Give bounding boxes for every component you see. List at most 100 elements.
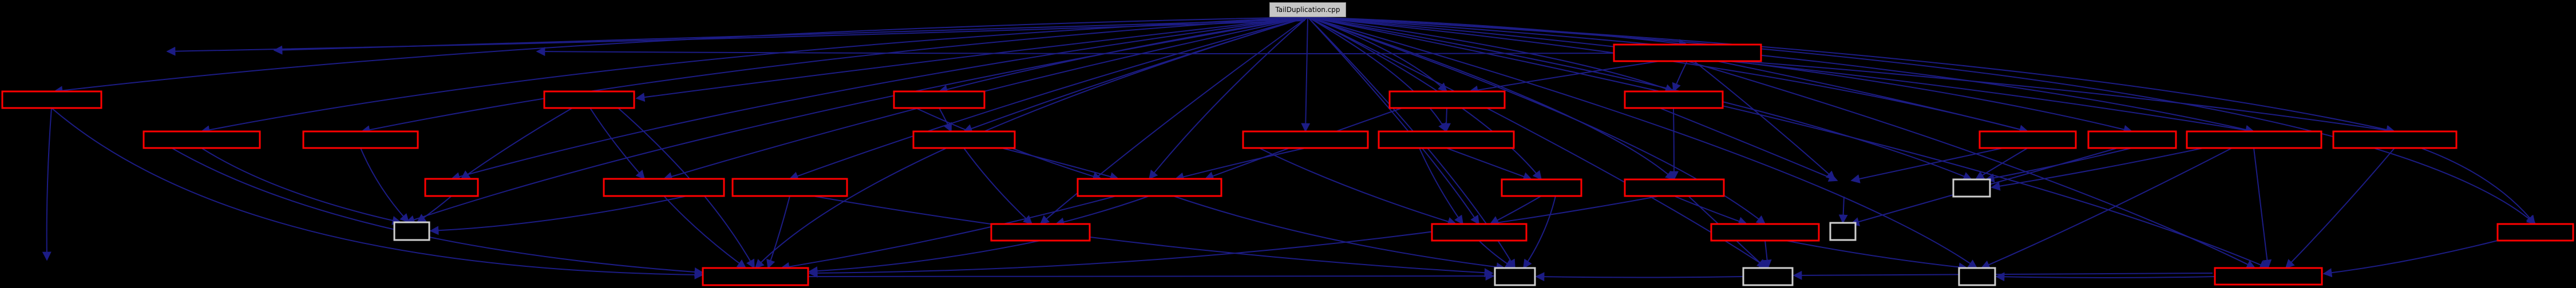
graph-edge	[1307, 17, 2269, 269]
graph-edge	[1838, 196, 1848, 224]
graph-edge	[42, 107, 52, 261]
graph-edge	[1659, 107, 1838, 182]
graph-edge	[1259, 147, 1457, 226]
graph-edge	[2285, 147, 2395, 269]
graph-edge	[812, 195, 1494, 278]
graph-edge	[1174, 147, 1306, 182]
graph-edge	[1669, 107, 1679, 181]
graph-edge	[808, 195, 1660, 278]
graph-node-w3[interactable]	[1829, 222, 1857, 241]
graph-edge	[939, 107, 952, 133]
graph-node-r16[interactable]	[424, 178, 479, 197]
graph-node-r3[interactable]	[893, 90, 986, 109]
graph-edge	[450, 17, 1308, 181]
graph-edge	[1523, 195, 1556, 269]
graph-edge	[429, 195, 687, 235]
graph-edge	[1974, 147, 2028, 180]
graph-edge	[1307, 17, 1447, 133]
graph-edge	[360, 147, 410, 223]
graph-edge	[1307, 17, 1766, 225]
graph-node-r9[interactable]	[912, 130, 1016, 149]
graph-node-r11[interactable]	[1378, 130, 1515, 149]
graph-edge	[2420, 147, 2535, 225]
graph-node-r23[interactable]	[1431, 223, 1528, 242]
graph-node-r14[interactable]	[2186, 130, 2322, 149]
graph-edge	[808, 271, 1495, 281]
graph-nodes-layer	[1, 43, 2574, 286]
graph-edge	[200, 17, 1308, 135]
graph-node-r4[interactable]	[1388, 90, 1506, 109]
graph-edge	[1442, 107, 1451, 133]
graph-node-r19[interactable]	[1077, 178, 1222, 197]
graph-edge	[2322, 240, 2498, 278]
graph-edge	[201, 147, 402, 225]
graph-edge	[663, 17, 1308, 181]
graph-node-w6[interactable]	[1958, 267, 1996, 286]
graph-node-r20[interactable]	[1501, 178, 1582, 197]
graph-edge	[51, 107, 704, 279]
graph-edge	[789, 17, 1308, 181]
graph-edge	[460, 107, 573, 179]
graph-edge	[405, 17, 1308, 225]
graph-edge	[1728, 61, 2255, 135]
graph-edge	[1055, 195, 1150, 227]
graph-node-r18[interactable]	[731, 178, 848, 197]
graph-edge	[1307, 17, 1978, 269]
graph-edge	[963, 147, 1033, 225]
graph-edge	[1001, 147, 1119, 181]
graph-node-r26[interactable]	[702, 267, 809, 286]
graph-node-r15[interactable]	[2332, 130, 2458, 149]
graph-node-r24[interactable]	[1710, 223, 1820, 242]
graph-edge	[589, 107, 646, 180]
graph-edge	[1307, 17, 2133, 134]
graph-edge	[1687, 61, 2256, 269]
graph-node-w4[interactable]	[1494, 267, 1536, 286]
graph-main-node[interactable]: TailDuplication.cpp	[1269, 2, 1346, 17]
graph-edge	[171, 147, 704, 277]
graph-edge	[53, 17, 1308, 95]
graph-edge	[1762, 240, 1772, 269]
graph-node-r12[interactable]	[1979, 130, 2077, 149]
graph-node-r5[interactable]	[1624, 90, 1724, 109]
graph-node-r27[interactable]	[2214, 267, 2323, 286]
graph-main-node-label: TailDuplication.cpp	[1275, 6, 1340, 14]
graph-edge	[1307, 17, 2396, 134]
graph-node-r10[interactable]	[1242, 130, 1369, 149]
graph-edge	[1307, 17, 2255, 134]
graph-edge	[1307, 17, 1688, 49]
graph-edge	[1995, 272, 2215, 282]
graph-edge	[1307, 17, 1479, 225]
graph-node-r22[interactable]	[990, 223, 1091, 242]
graph-edge	[1985, 147, 2132, 183]
graph-node-w5[interactable]	[1742, 267, 1794, 286]
graph-node-r1[interactable]	[1, 90, 102, 109]
graph-node-r2[interactable]	[543, 90, 635, 109]
graph-edge	[2253, 147, 2272, 269]
graph-edge	[1850, 147, 2004, 183]
graph-node-r17[interactable]	[603, 178, 725, 197]
graph-node-w1[interactable]	[393, 221, 430, 241]
graph-edges-layer	[42, 17, 2537, 282]
graph-edge	[635, 17, 1308, 102]
graph-edge	[1792, 270, 2213, 280]
graph-edge	[1419, 147, 1463, 225]
graph-node-r6[interactable]	[1613, 43, 1762, 62]
graph-edge	[1148, 17, 1308, 180]
graph-node-r21[interactable]	[1624, 178, 1725, 197]
graph-edge	[536, 47, 1615, 57]
graph-node-r13[interactable]	[2087, 130, 2177, 149]
graph-edge	[1039, 17, 1308, 225]
graph-node-r7[interactable]	[143, 130, 261, 149]
graph-edge	[1446, 147, 1533, 181]
graph-edge	[1173, 195, 1506, 272]
graph-edge	[1739, 61, 2396, 135]
graph-node-w2[interactable]	[1952, 178, 1991, 198]
graph-edge	[1672, 61, 1688, 93]
graph-edge	[1535, 272, 1744, 282]
graph-node-r8[interactable]	[302, 130, 419, 149]
graph-edge	[416, 195, 452, 223]
graph-node-r25[interactable]	[2496, 223, 2574, 242]
graph-edge	[1785, 240, 1968, 272]
